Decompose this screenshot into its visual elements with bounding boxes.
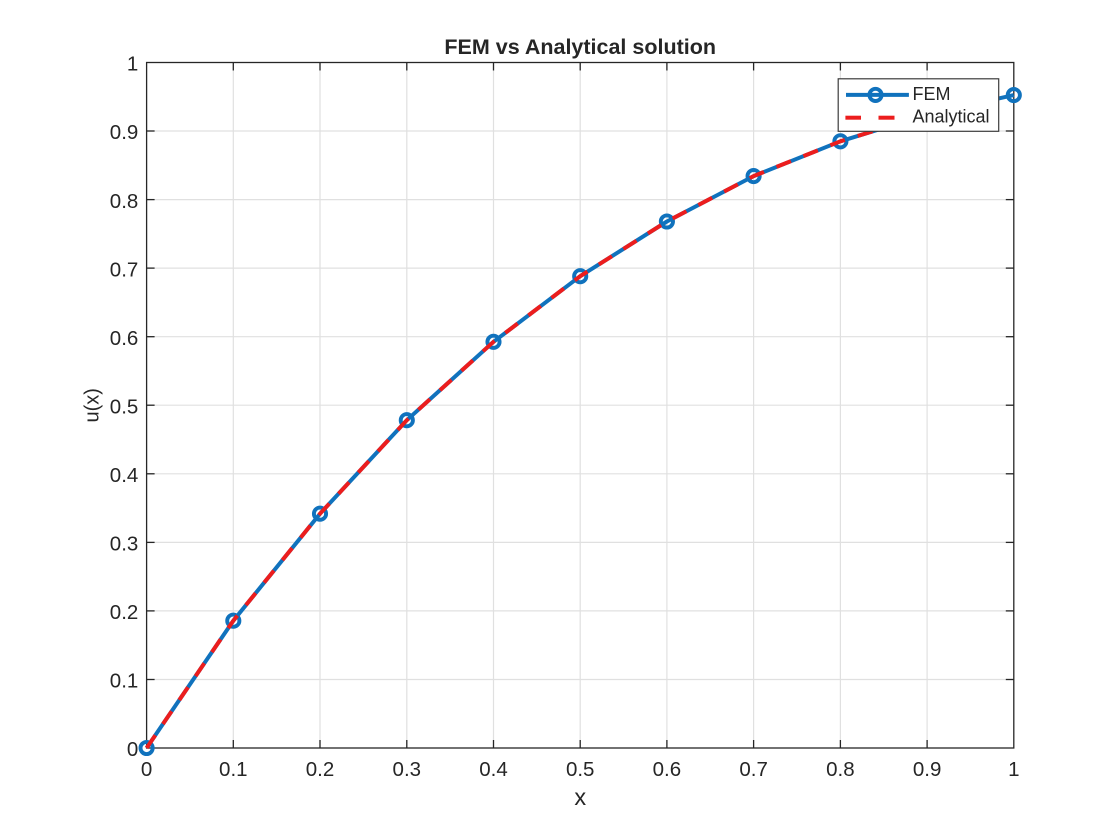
svg-text:Analytical: Analytical (913, 107, 990, 127)
svg-text:0.4: 0.4 (479, 758, 508, 781)
svg-text:0.5: 0.5 (110, 395, 139, 418)
svg-text:0.9: 0.9 (913, 758, 942, 781)
svg-text:u(x): u(x) (81, 388, 103, 422)
svg-text:FEM: FEM (913, 84, 951, 104)
svg-text:0.7: 0.7 (739, 758, 768, 781)
svg-text:0.5: 0.5 (566, 758, 595, 781)
svg-text:1: 1 (1008, 758, 1019, 781)
svg-text:0.7: 0.7 (110, 258, 139, 281)
svg-text:0.1: 0.1 (110, 670, 139, 693)
svg-text:0.8: 0.8 (110, 190, 139, 213)
svg-text:0.6: 0.6 (653, 758, 682, 781)
svg-text:FEM vs Analytical solution: FEM vs Analytical solution (444, 35, 716, 59)
svg-text:0.3: 0.3 (393, 758, 422, 781)
svg-text:0: 0 (127, 738, 138, 761)
svg-text:0.1: 0.1 (219, 758, 248, 781)
svg-text:0.2: 0.2 (110, 601, 139, 624)
svg-text:0.4: 0.4 (110, 464, 139, 487)
svg-text:1: 1 (127, 53, 138, 76)
svg-text:0.6: 0.6 (110, 327, 139, 350)
svg-text:0.3: 0.3 (110, 533, 139, 556)
svg-text:0: 0 (141, 758, 152, 781)
svg-text:0.9: 0.9 (110, 121, 139, 144)
svg-text:0.2: 0.2 (306, 758, 335, 781)
svg-text:x: x (574, 784, 586, 810)
svg-text:0.8: 0.8 (826, 758, 855, 781)
